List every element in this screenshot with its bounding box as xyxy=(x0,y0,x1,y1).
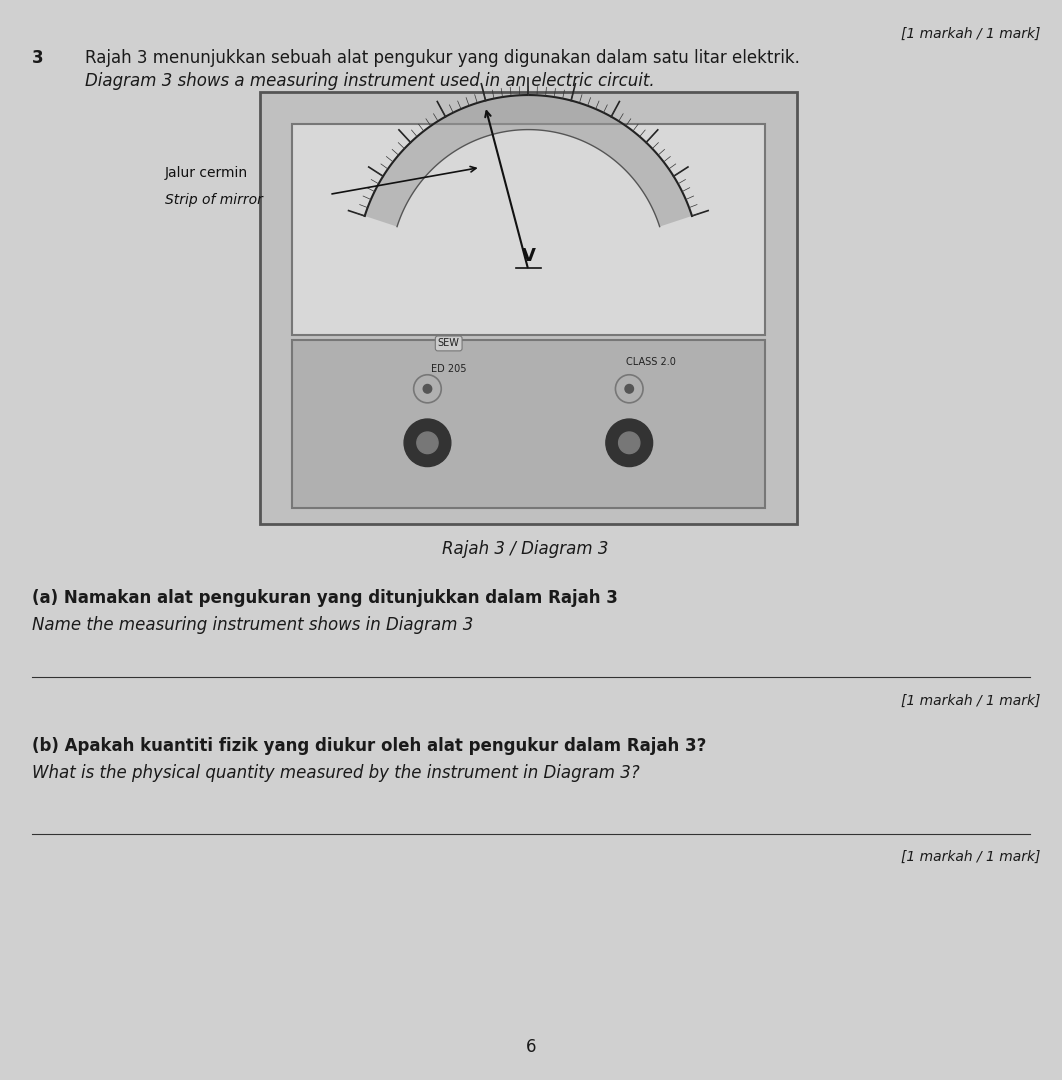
Text: [1 markah / 1 mark]: [1 markah / 1 mark] xyxy=(902,693,1041,707)
FancyBboxPatch shape xyxy=(292,340,765,508)
FancyBboxPatch shape xyxy=(260,92,796,524)
Text: What is the physical quantity measured by the instrument in Diagram 3?: What is the physical quantity measured b… xyxy=(32,764,639,782)
Text: SEW: SEW xyxy=(438,338,460,349)
Text: [1 markah / 1 mark]: [1 markah / 1 mark] xyxy=(902,27,1041,41)
Text: CLASS 2.0: CLASS 2.0 xyxy=(626,356,675,367)
Circle shape xyxy=(618,432,639,454)
Text: ED 205: ED 205 xyxy=(431,364,466,375)
Circle shape xyxy=(404,419,450,467)
Text: [1 markah / 1 mark]: [1 markah / 1 mark] xyxy=(902,850,1041,864)
Text: Rajah 3 / Diagram 3: Rajah 3 / Diagram 3 xyxy=(443,540,609,558)
Text: (b) Apakah kuantiti fizik yang diukur oleh alat pengukur dalam Rajah 3?: (b) Apakah kuantiti fizik yang diukur ol… xyxy=(32,737,706,755)
Circle shape xyxy=(624,384,634,393)
Text: 6: 6 xyxy=(526,1038,536,1056)
Text: 3: 3 xyxy=(32,49,44,67)
Text: Rajah 3 menunjukkan sebuah alat pengukur yang digunakan dalam satu litar elektri: Rajah 3 menunjukkan sebuah alat pengukur… xyxy=(85,49,800,67)
Text: Diagram 3 shows a measuring instrument used in an electric circuit.: Diagram 3 shows a measuring instrument u… xyxy=(85,72,654,91)
Polygon shape xyxy=(364,95,692,227)
Circle shape xyxy=(416,432,439,454)
Circle shape xyxy=(605,419,653,467)
Circle shape xyxy=(423,384,431,393)
Text: V: V xyxy=(521,246,535,265)
Text: Strip of mirror: Strip of mirror xyxy=(165,193,262,206)
FancyBboxPatch shape xyxy=(292,124,765,335)
Text: (a) Namakan alat pengukuran yang ditunjukkan dalam Rajah 3: (a) Namakan alat pengukuran yang ditunju… xyxy=(32,589,618,607)
Text: Jalur cermin: Jalur cermin xyxy=(165,166,247,179)
Text: Name the measuring instrument shows in Diagram 3: Name the measuring instrument shows in D… xyxy=(32,616,474,634)
